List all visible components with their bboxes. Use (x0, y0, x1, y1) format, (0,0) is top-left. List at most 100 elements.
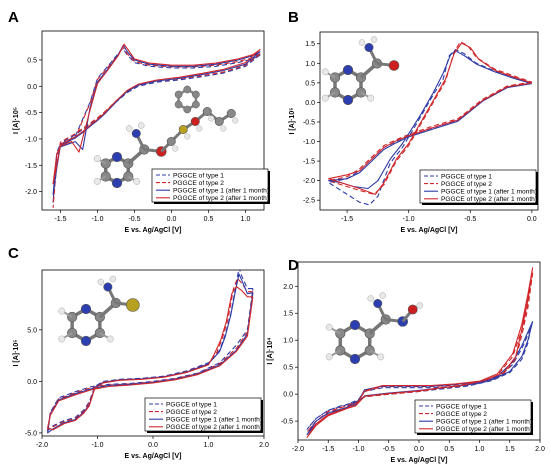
legend-entry: PGGCE of type 2 (441, 181, 492, 188)
series-line-1 (52, 47, 261, 203)
legend-entry: PGGCE of type 1 (after 1 month) (166, 417, 262, 424)
legend-entry: PGGCE of type 2 (436, 411, 487, 418)
y-tick-label: 5.0 (27, 327, 37, 334)
x-tick-label: 1.0 (475, 446, 485, 453)
x-axis-label: E vs. Ag/AgCl [V] (125, 453, 182, 460)
series-line-4 (328, 42, 532, 195)
series-line-4 (47, 285, 254, 431)
x-tick-label: 0.5 (444, 446, 454, 453)
x-axis-label: E vs. Ag/AgCl [V] (401, 227, 458, 234)
x-axis-ticks: -2.0 -1.0 0.0 1.0 2.0 (36, 436, 269, 449)
y-tick-label: 0.5 (305, 80, 315, 87)
y-tick-label: 0.0 (27, 379, 37, 386)
molecule-ball-and-stick-icon (93, 85, 239, 189)
y-tick-label: 2.0 (283, 284, 293, 291)
x-tick-label: -0.5 (464, 216, 476, 223)
x-tick-label: 2.0 (259, 442, 269, 449)
y-tick-label: -2.0 (303, 178, 315, 185)
panel-a: A -1.5 -1.0 -0.5 0.0 0.5 1.0 -2.0 -1.5 -1.0 -0.5 0.… (8, 9, 270, 234)
x-axis-ticks: -2.0 -1.5 -1.0 -0.5 0.0 0.5 1.0 1.5 2.0 (292, 440, 545, 453)
y-tick-label: -5.0 (25, 430, 37, 437)
plot-frame (41, 30, 265, 211)
legend-entry: PGGCE of type 2 (after 1 month) (173, 195, 269, 202)
series-line-2 (47, 277, 254, 431)
y-axis-label: I [A]·10⁵ (289, 107, 296, 134)
series-line-4 (306, 267, 534, 438)
x-tick-label: 2.0 (535, 446, 545, 453)
series-group (47, 270, 254, 434)
molecule-ball-and-stick-icon (321, 36, 400, 106)
x-axis-label: E vs. Ag/AgCl [V] (391, 457, 448, 464)
molecule-ball-and-stick-icon (325, 292, 423, 365)
panel-letter: A (8, 9, 19, 26)
series-line-3 (328, 50, 532, 190)
y-tick-label: 0.5 (27, 57, 37, 64)
legend-entry: PGGCE of type 2 (after 1 month) (166, 424, 262, 431)
y-axis-ticks: -2.0 -1.5 -1.0 -0.5 0.0 0.5 (25, 57, 42, 196)
legend-entry: PGGCE of type 1 (after 1 month) (436, 419, 532, 426)
y-tick-label: -1.5 (25, 163, 37, 170)
x-tick-label: 0.0 (148, 442, 158, 449)
x-tick-label: 0.5 (204, 216, 214, 223)
x-tick-label: -2.0 (292, 446, 304, 453)
panel-b: B -1.5 -1.0 -0.5 0.0 -2.5 -2.0 -1.5 -1.0 -0.5 0.0 0… (288, 9, 539, 234)
y-tick-label: -1.0 (25, 136, 37, 143)
y-axis-label: I [A]·10⁵ (13, 339, 20, 366)
x-axis-label: E vs. Ag/AgCl [V] (125, 227, 182, 234)
legend-entry: PGGCE of type 1 (after 1 month) (441, 189, 537, 196)
x-tick-label: 1.5 (505, 446, 515, 453)
panel-d: D -2.0 -1.5 -1.0 -0.5 0.0 0.5 1.0 1.5 2.0 -0.5 0.0 0… (267, 257, 545, 464)
x-tick-label: -1.0 (352, 446, 364, 453)
y-tick-label: 0.0 (27, 84, 37, 91)
legend-entry: PGGCE of type 1 (after 1 month) (173, 188, 269, 195)
x-tick-label: -1.0 (91, 442, 103, 449)
legend-entry: PGGCE of type 2 (166, 409, 217, 416)
legend-entry: PGGCE of type 1 (166, 401, 217, 408)
x-tick-label: -1.0 (403, 216, 415, 223)
x-tick-label: 1.0 (241, 216, 251, 223)
legend-box (419, 169, 537, 204)
y-tick-label: 1.0 (283, 338, 293, 345)
y-tick-label: -0.5 (281, 419, 293, 426)
y-tick-label: 0.0 (283, 392, 293, 399)
y-tick-label: 0.0 (305, 100, 315, 107)
y-tick-label: -1.0 (303, 139, 315, 146)
series-line-4 (52, 43, 261, 185)
y-tick-label: 1.0 (305, 61, 315, 68)
series-group (306, 267, 534, 438)
x-tick-label: 0.0 (167, 216, 177, 223)
x-tick-label: -2.0 (36, 442, 48, 449)
legend-entry: PGGCE of type 1 (173, 172, 224, 179)
legend-box (414, 399, 532, 434)
legend-entry: PGGCE of type 2 (173, 180, 224, 187)
legend-entry: PGGCE of type 1 (441, 173, 492, 180)
y-tick-label: 1.5 (283, 311, 293, 318)
y-tick-label: -0.5 (25, 110, 37, 117)
panel-letter: C (8, 245, 19, 262)
legend-entry: PGGCE of type 2 (after 1 month) (436, 426, 532, 433)
y-tick-label: -2.5 (303, 198, 315, 205)
molecule-ball-and-stick-icon (58, 275, 140, 347)
x-tick-label: 0.0 (527, 216, 537, 223)
legend-entry: PGGCE of type 2 (after 1 month) (441, 196, 537, 203)
y-axis-ticks: -5.0 0.0 5.0 (25, 327, 42, 437)
series-group (52, 43, 261, 208)
panel-letter: B (288, 9, 299, 26)
y-tick-label: 1.5 (305, 41, 315, 48)
legend-box (144, 397, 262, 432)
y-axis-ticks: -0.5 0.0 0.5 1.0 1.5 2.0 (281, 284, 298, 426)
y-tick-label: -2.0 (25, 189, 37, 196)
series-line-1 (306, 326, 532, 430)
y-tick-label: 0.5 (283, 365, 293, 372)
panel-letter: D (288, 257, 299, 274)
y-axis-label: I [A]·10⁵ (13, 107, 20, 134)
x-tick-label: 0.0 (414, 446, 424, 453)
x-tick-label: -1.5 (341, 216, 353, 223)
y-axis-ticks: -2.5 -2.0 -1.5 -1.0 -0.5 0.0 0.5 1.0 1.5 (303, 41, 320, 205)
series-group (328, 41, 532, 206)
legend-box (151, 168, 269, 203)
